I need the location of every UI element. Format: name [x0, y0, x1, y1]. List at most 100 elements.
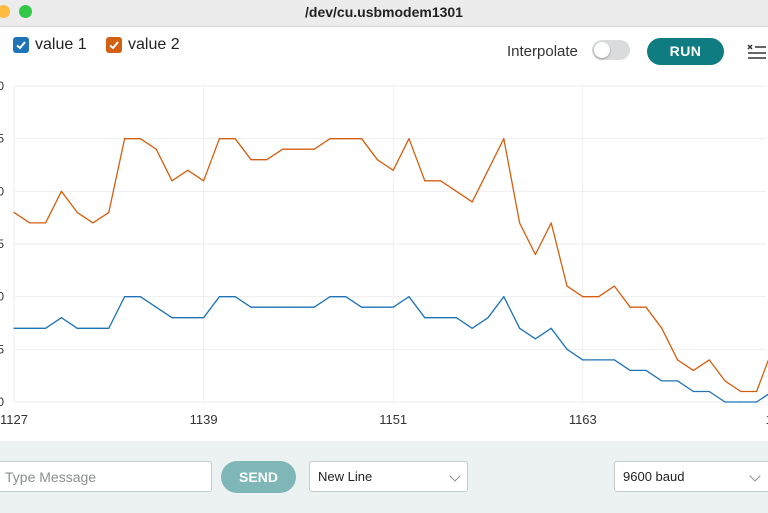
data-point [45, 327, 47, 329]
data-point [376, 306, 378, 308]
data-point [424, 317, 426, 319]
data-point [218, 296, 220, 298]
chart-series [13, 138, 768, 403]
checkbox-icon[interactable] [13, 37, 29, 53]
data-point [266, 306, 268, 308]
data-point [471, 201, 473, 203]
y-tick-label: 5 [0, 132, 4, 146]
legend-item-value-2[interactable]: value 2 [106, 36, 180, 54]
data-point [756, 390, 758, 393]
data-point [440, 317, 442, 319]
data-point [297, 148, 299, 150]
data-point [534, 338, 537, 340]
data-point [598, 359, 600, 361]
data-point [29, 222, 31, 224]
data-point [724, 401, 726, 403]
data-point [598, 296, 600, 298]
data-point [550, 327, 552, 329]
data-point [345, 138, 347, 140]
y-tick-label: 0 [0, 290, 4, 304]
data-point [613, 359, 616, 361]
line-ending-value: New Line [318, 469, 373, 484]
data-point [487, 169, 489, 171]
serial-input-bar: SEND New Line 9600 baud [0, 441, 768, 513]
plot-area: 0 5 0 5 0 5 0 1127 1139 1151 1163 11 [0, 79, 768, 427]
chevron-down-icon [749, 470, 761, 482]
y-tick-label: 0 [0, 79, 4, 93]
data-point [218, 138, 220, 140]
data-point [756, 401, 758, 403]
data-point [503, 296, 505, 298]
y-tick-label: 0 [0, 395, 4, 409]
interpolate-label: Interpolate [507, 43, 578, 60]
data-point [108, 211, 110, 213]
zoom-window-button[interactable] [19, 5, 32, 18]
data-point [724, 380, 726, 382]
data-point [155, 148, 157, 150]
data-point [455, 317, 457, 319]
data-point [519, 222, 521, 224]
data-point [76, 211, 78, 213]
data-point [661, 380, 663, 382]
line-ending-select[interactable]: New Line [309, 461, 468, 492]
data-point [345, 296, 347, 298]
series-line-value-2 [13, 138, 768, 393]
data-point [171, 180, 173, 182]
data-point [45, 222, 47, 224]
data-point [692, 390, 695, 393]
data-point [361, 138, 363, 140]
x-tick-label: 1151 [379, 412, 407, 427]
minimize-window-button[interactable] [0, 5, 10, 18]
data-point [519, 327, 521, 329]
data-point [108, 327, 110, 329]
chart-ticks: 0 5 0 5 0 5 0 1127 1139 1151 1163 11 [0, 79, 768, 427]
legend-label: value 2 [128, 36, 180, 53]
data-point [313, 306, 315, 308]
interpolate-toggle[interactable] [592, 40, 630, 60]
run-button[interactable]: RUN [647, 38, 724, 65]
data-point [282, 148, 284, 150]
x-tick-label: 1127 [0, 412, 28, 427]
data-point [708, 359, 710, 361]
data-point [361, 306, 363, 308]
data-point [566, 285, 568, 287]
data-point [329, 138, 331, 140]
data-point [139, 138, 141, 140]
legend-item-value-1[interactable]: value 1 [13, 36, 87, 54]
clear-list-icon[interactable] [746, 41, 768, 63]
data-point [187, 317, 189, 319]
data-point [645, 369, 647, 371]
data-point [613, 285, 616, 287]
x-tick-label: 1139 [190, 412, 218, 427]
data-point [661, 327, 663, 329]
data-point [376, 159, 378, 161]
data-point [124, 296, 126, 298]
data-point [203, 180, 205, 182]
message-input[interactable] [0, 461, 212, 492]
data-point [203, 317, 205, 319]
data-point [13, 327, 15, 329]
data-point [155, 306, 157, 308]
data-point [503, 138, 505, 140]
send-button[interactable]: SEND [221, 461, 296, 493]
data-point [534, 253, 537, 256]
data-point [139, 296, 141, 298]
data-point [234, 296, 236, 298]
data-point [629, 369, 631, 371]
data-point [92, 222, 94, 224]
y-tick-label: 5 [0, 342, 4, 356]
data-point [677, 359, 679, 361]
data-point [297, 306, 299, 308]
data-point [60, 190, 63, 192]
data-point [440, 180, 442, 182]
data-point [740, 390, 742, 393]
chevron-down-icon [449, 470, 461, 482]
data-point [92, 327, 94, 329]
data-point [471, 327, 473, 329]
checkbox-icon[interactable] [106, 37, 122, 53]
chart-grid [13, 85, 766, 403]
plotter-toolbar: value 1 value 2 Interpolate RUN [0, 27, 768, 79]
data-point [187, 169, 189, 171]
baud-rate-select[interactable]: 9600 baud [614, 461, 768, 492]
data-point [582, 359, 584, 361]
